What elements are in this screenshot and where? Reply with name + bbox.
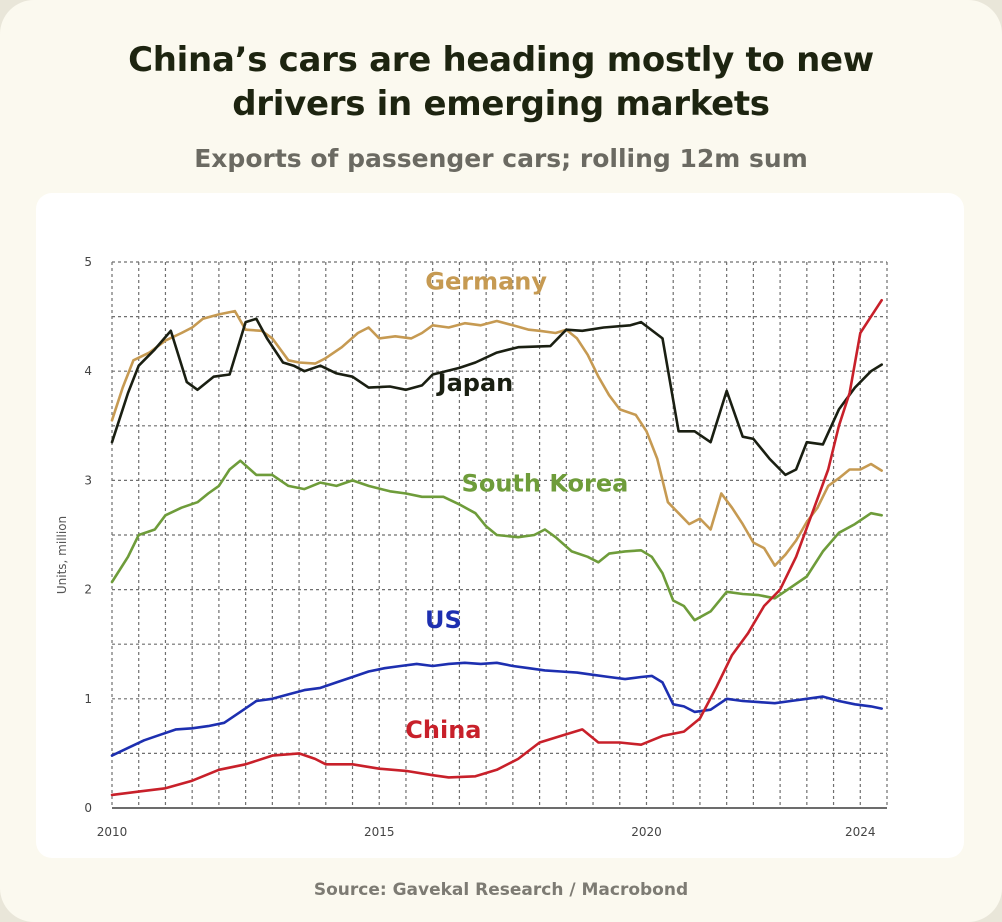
series-label-us: US: [425, 606, 462, 634]
series-line-china: [110, 298, 883, 797]
series-label-japan: Japan: [436, 369, 514, 397]
series-label-south-korea: South Korea: [462, 469, 629, 497]
y-tick-label: 4: [84, 364, 92, 378]
y-tick-label: 3: [84, 473, 92, 487]
y-tick-label: 0: [84, 801, 92, 815]
plot-panel: [36, 193, 964, 858]
y-tick-label: 5: [84, 255, 92, 269]
x-tick-label: 2015: [364, 825, 395, 839]
x-tick-label: 2020: [631, 825, 662, 839]
source-note: Source: Gavekal Research / Macrobond: [313, 880, 689, 900]
series-line-germany: [110, 309, 883, 567]
series-line-japan: [110, 317, 883, 477]
x-tick-label: 2010: [97, 825, 128, 839]
series-line-south-korea: [110, 459, 883, 622]
y-axis-label: Units, million: [55, 516, 69, 594]
series-line-us: [110, 661, 883, 757]
series-label-germany: Germany: [425, 267, 547, 295]
chart-title: China’s cars are heading mostly to new d…: [128, 40, 874, 124]
chart-subtitle: Exports of passenger cars; rolling 12m s…: [194, 144, 808, 173]
y-tick-label: 1: [84, 692, 92, 706]
series-label-china: China: [405, 716, 481, 744]
x-tick-label: 2024: [845, 825, 876, 839]
y-tick-label: 2: [84, 583, 92, 597]
